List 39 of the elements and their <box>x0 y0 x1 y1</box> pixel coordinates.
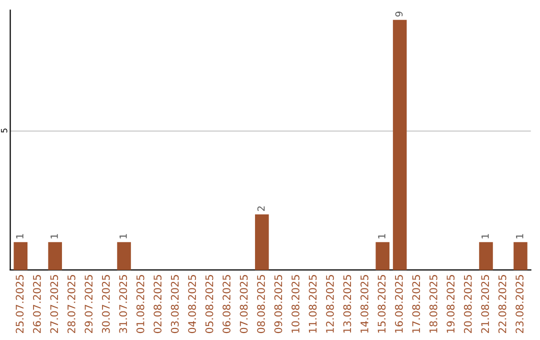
x-tick-label: 30.07.2025 <box>102 275 110 333</box>
x-tick-label: 26.07.2025 <box>32 275 41 334</box>
x-tick-label: 20.08.2025 <box>464 275 472 334</box>
x-tick-label: 17.08.2025 <box>412 275 420 333</box>
x-tick-label: 16.08.2025 <box>394 275 403 333</box>
x-tick-label: 08.08.2025 <box>257 275 265 334</box>
x-tick-label: 14.08.2025 <box>360 275 368 333</box>
x-tick-label: 09.08.2025 <box>274 275 282 334</box>
data-label: 9 <box>395 12 403 17</box>
x-tick-label: 02.08.2025 <box>154 275 162 334</box>
x-tick-label: 15.08.2025 <box>378 275 386 333</box>
x-tick-label: 13.08.2025 <box>343 275 352 333</box>
x-tick-label: 21.08.2025 <box>481 275 490 334</box>
x-tick-label: 25.07.2025 <box>16 275 24 334</box>
x-tick-label: 18.08.2025 <box>429 275 438 333</box>
x-tick-label: 27.07.2025 <box>50 275 58 334</box>
y-tick-label: 5 <box>1 128 8 133</box>
x-tick-label: 05.08.2025 <box>205 275 214 334</box>
x-tick-label: 04.08.2025 <box>188 275 196 334</box>
x-tick-label: 29.07.2025 <box>84 275 93 334</box>
x-tick-label: 19.08.2025 <box>446 275 455 333</box>
x-tick-label: 01.08.2025 <box>136 275 144 334</box>
x-tick-label: 28.07.2025 <box>67 275 76 334</box>
x-tick-label: 10.08.2025 <box>292 275 300 333</box>
x-tick-label: 22.08.2025 <box>498 275 506 334</box>
x-tick-label: 03.08.2025 <box>170 275 179 334</box>
x-tick-label: 31.07.2025 <box>119 275 128 333</box>
data-label: 1 <box>482 234 489 238</box>
x-tick-label: 06.08.2025 <box>222 275 230 334</box>
data-label: 1 <box>16 234 24 238</box>
x-tick-label: 12.08.2025 <box>326 275 334 333</box>
x-tick-label: 07.08.2025 <box>240 275 248 334</box>
data-label: 1 <box>50 234 58 238</box>
data-label: 2 <box>257 206 265 211</box>
x-tick-label: 23.08.2025 <box>516 275 524 334</box>
data-label: 1 <box>378 234 386 238</box>
data-label: 1 <box>120 234 127 238</box>
data-label: 1 <box>516 234 524 238</box>
x-tick-label: 11.08.2025 <box>308 275 317 333</box>
